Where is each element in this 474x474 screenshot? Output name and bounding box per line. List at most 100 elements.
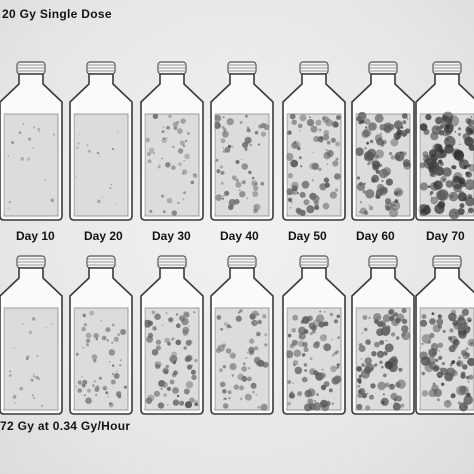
colony — [219, 368, 223, 373]
colony — [459, 203, 465, 209]
top-flask-7 — [415, 61, 474, 221]
colony — [147, 152, 151, 156]
colony — [151, 349, 159, 356]
colony — [325, 400, 331, 407]
colony — [176, 394, 180, 398]
colony — [373, 313, 382, 322]
colony — [395, 395, 403, 402]
colony — [222, 389, 227, 394]
colony — [241, 158, 243, 161]
colony — [381, 179, 384, 183]
colony — [365, 126, 368, 129]
colony — [223, 128, 227, 132]
colony — [232, 146, 234, 148]
colony — [33, 397, 35, 400]
colony — [380, 132, 382, 135]
colony — [251, 180, 258, 187]
colony — [190, 369, 196, 375]
colony — [242, 141, 249, 149]
colony — [260, 122, 266, 129]
colony — [384, 122, 391, 128]
colony — [289, 113, 296, 120]
colony — [99, 155, 101, 158]
colony — [382, 167, 391, 176]
colony — [32, 375, 36, 378]
colony — [241, 366, 248, 372]
colony — [247, 376, 252, 382]
colony — [175, 313, 179, 316]
colony — [470, 116, 473, 118]
colony — [459, 143, 461, 146]
colony — [165, 162, 171, 168]
colony — [245, 357, 248, 359]
colony — [299, 336, 302, 338]
colony — [81, 376, 83, 378]
colony — [182, 326, 190, 334]
colony — [390, 332, 396, 337]
colony — [235, 159, 240, 165]
colony — [246, 197, 248, 200]
colony — [123, 385, 127, 389]
colony — [384, 123, 387, 127]
colony — [154, 313, 161, 321]
culture-medium — [144, 113, 200, 217]
colony — [215, 194, 223, 202]
colony — [368, 204, 370, 206]
colony — [231, 374, 235, 377]
colony — [452, 175, 460, 183]
colony — [364, 146, 367, 150]
colony — [357, 392, 363, 398]
colony — [444, 135, 456, 148]
colony — [401, 308, 407, 314]
colony — [438, 350, 441, 352]
colony — [330, 365, 337, 373]
colony — [318, 128, 322, 132]
colony — [456, 359, 464, 368]
colony — [458, 156, 465, 163]
colony — [252, 310, 259, 317]
colony — [185, 340, 192, 346]
colony — [88, 149, 91, 153]
colony — [448, 191, 459, 202]
colony — [319, 334, 327, 342]
colony — [166, 386, 171, 391]
colony — [120, 329, 127, 335]
colony — [357, 384, 361, 388]
colony — [393, 312, 398, 317]
colony — [364, 118, 371, 125]
colony — [294, 366, 303, 375]
colony — [361, 363, 365, 367]
colony — [369, 139, 374, 144]
colony — [454, 131, 457, 133]
colony — [322, 116, 330, 123]
colony — [430, 342, 439, 351]
colony — [226, 324, 231, 329]
colony — [458, 133, 461, 136]
colony — [85, 332, 92, 339]
colony — [77, 142, 80, 145]
colony — [160, 387, 163, 390]
colony — [386, 122, 391, 127]
colony — [172, 387, 179, 394]
colony — [323, 177, 330, 183]
colony — [310, 125, 318, 133]
colony — [153, 152, 155, 154]
colony — [441, 382, 445, 386]
colony — [154, 328, 157, 331]
colony — [381, 325, 391, 335]
colony — [379, 340, 385, 345]
colony — [445, 130, 452, 136]
top-flask-1 — [0, 61, 63, 221]
colony — [335, 350, 340, 354]
colony — [102, 196, 104, 198]
colony — [440, 176, 447, 183]
colony — [443, 399, 452, 408]
colony — [377, 381, 386, 391]
colony — [468, 144, 474, 151]
colony — [225, 348, 232, 354]
colony — [182, 169, 188, 175]
colony — [291, 328, 297, 333]
colony — [449, 328, 454, 333]
colony — [246, 126, 250, 129]
colony — [300, 320, 305, 324]
